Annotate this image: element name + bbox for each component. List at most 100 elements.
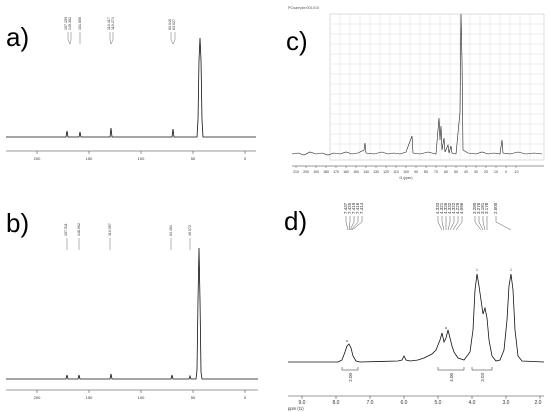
integral-value: 2.00 [348, 373, 353, 382]
peak-label: 7.425 [347, 202, 352, 214]
x-tick: 100 [138, 156, 145, 161]
x-tick: 3.0 [503, 400, 510, 406]
x-tick: 150 [86, 156, 93, 161]
x-tick: 0 [244, 156, 247, 161]
x-tick: 10 [494, 170, 498, 174]
peak-label: 2.500 [493, 202, 498, 214]
panel-d: d) 7.437 7.425 7.419 7.416 7.414 4.333 4… [278, 190, 550, 412]
x-tick: 100 [138, 395, 145, 400]
panel-a: a) 157.159 149.382 101.856 110.417 110.2… [0, 0, 270, 190]
x-tick: 0 [244, 395, 247, 400]
x-tick: 160 [343, 170, 349, 174]
peak-marker: 1 [510, 268, 512, 272]
peak-label: 3.181 [480, 202, 485, 214]
peak-label: 63.040 [168, 19, 172, 30]
peak-label: 46.572 [188, 225, 192, 236]
peak-label: 7.416 [355, 202, 360, 214]
x-tick: 100 [403, 170, 409, 174]
x-tick: 50 [454, 170, 458, 174]
peak-label: 101.856 [78, 17, 82, 30]
x-tick: 40 [464, 170, 468, 174]
peak-label: 149.382 [68, 17, 72, 30]
peak-label: 3.178 [484, 202, 489, 214]
peak-label: 63.461 [169, 225, 173, 236]
x-tick: 140 [363, 170, 369, 174]
x-tick: 0 [505, 170, 507, 174]
x-tick: 4.0 [469, 400, 476, 406]
peak-label: 4.326 [443, 202, 448, 214]
peak-label: 7.414 [359, 202, 364, 214]
peak-label: 3.276 [476, 202, 481, 214]
x-tick: 200 [34, 156, 41, 161]
panel-d-integrals [341, 367, 493, 371]
panel-c: c) PCsample/001010 [278, 0, 550, 190]
peak-label: 4.332 [447, 202, 452, 214]
peak-label: 4.321 [439, 202, 444, 214]
x-tick: 7.0 [367, 400, 374, 406]
x-tick: 180 [323, 170, 329, 174]
x-axis-title: f1 (ppm) [399, 176, 412, 180]
peak-label: 110.057 [108, 223, 112, 236]
panel-c-grid [330, 14, 544, 160]
panel-c-trace [291, 13, 543, 156]
x-tick: 9.0 [299, 400, 306, 406]
panel-d-peak-labels [345, 216, 512, 231]
panel-a-trace [6, 37, 256, 138]
panel-c-label: c) [286, 26, 308, 56]
peak-label: 63.027 [172, 19, 176, 30]
panel-a-peak-labels [67, 32, 176, 45]
x-tick: 170 [333, 170, 339, 174]
panel-b-spectrum: 157.511 148.062 110.057 63.461 46.572 20… [6, 223, 258, 400]
peak-label: 157.511 [64, 223, 68, 236]
x-tick: 20 [484, 170, 488, 174]
panel-d-trace [288, 273, 545, 363]
peak-label: 148.062 [77, 223, 81, 236]
x-tick: 5.0 [435, 400, 442, 406]
x-tick: 30 [474, 170, 478, 174]
panel-d-label: d) [284, 206, 308, 236]
peak-label: 4.229 [455, 202, 460, 214]
panel-b-label: b) [6, 208, 30, 238]
integral-value: 4.00 [449, 373, 454, 382]
x-tick: 8.0 [333, 400, 340, 406]
panel-b: b) 157.511 148.062 110.057 63.461 46.572… [0, 200, 270, 400]
x-axis-title: ppm (t1) [288, 406, 304, 411]
peak-label: 110.417 [107, 17, 111, 30]
x-tick: 50 [191, 395, 196, 400]
x-tick: 6.0 [401, 400, 408, 406]
x-tick: 90 [414, 170, 418, 174]
x-tick: 150 [86, 395, 93, 400]
peak-label: 3.280 [472, 202, 477, 214]
x-tick: 80 [424, 170, 428, 174]
x-tick: 70 [434, 170, 438, 174]
peak-label: 4.333 [435, 202, 440, 214]
x-tick: -10 [513, 170, 518, 174]
x-tick: 110 [393, 170, 399, 174]
peak-label: 157.159 [64, 17, 68, 30]
panel-a-spectrum: 157.159 149.382 101.856 110.417 110.274 … [6, 17, 256, 161]
x-tick: 120 [383, 170, 389, 174]
x-tick: 150 [353, 170, 359, 174]
integral-value: 3.03 [480, 373, 485, 382]
panel-c-spectrum: PCsample/001010 [288, 6, 545, 180]
panel-c-header: PCsample/001010 [288, 6, 319, 10]
x-tick: 190 [313, 170, 319, 174]
x-tick: 130 [373, 170, 379, 174]
peak-marker: a [445, 326, 447, 330]
peak-marker: a [346, 339, 348, 343]
x-tick: 50 [191, 156, 196, 161]
peak-label: 4.096 [459, 202, 464, 214]
panel-a-label: a) [6, 22, 30, 52]
peak-label: 110.274 [111, 17, 115, 30]
peak-label: 7.437 [343, 202, 348, 214]
peak-label: 4.322 [451, 202, 456, 214]
x-tick: 2.0 [535, 400, 542, 406]
panel-b-trace [6, 247, 258, 380]
panel-d-spectrum: 7.437 7.425 7.419 7.416 7.414 4.333 4.32… [288, 202, 545, 411]
x-tick: 200 [34, 395, 41, 400]
peak-marker: 1 [476, 268, 478, 272]
x-tick: 60 [444, 170, 448, 174]
x-tick: 200 [303, 170, 309, 174]
x-tick: 210 [293, 170, 299, 174]
peak-label: 7.419 [351, 202, 356, 214]
